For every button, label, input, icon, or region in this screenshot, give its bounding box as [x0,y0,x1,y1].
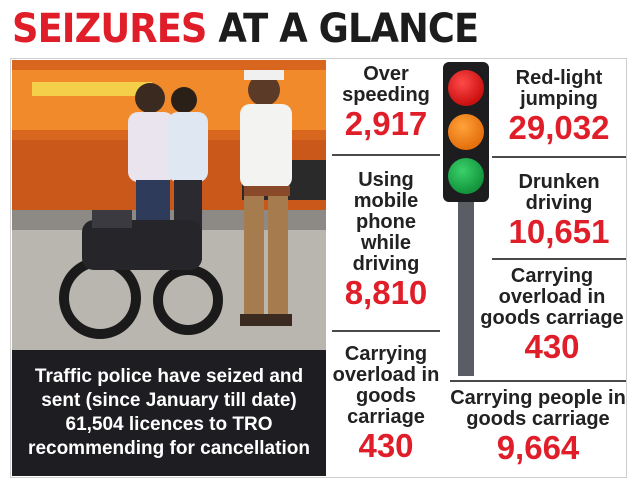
infographic-frame [10,58,627,478]
green-lamp-icon [448,158,484,194]
traffic-police-photo [12,60,326,350]
headline: SEIZURES AT A GLANCE [12,4,479,54]
stat-overload-right: Carrying overload in goods carriage 430 [474,266,630,365]
stat-label: Over speeding [342,63,430,106]
stat-value: 430 [358,427,414,464]
stat-value: 8,810 [344,274,428,311]
stat-value: 9,664 [496,429,580,466]
divider [492,258,626,260]
caption-text: Traffic police have seized and sent (sin… [28,366,310,459]
divider [332,330,440,332]
headline-part2: AT A GLANCE [218,6,479,52]
red-lamp-icon [448,70,484,106]
stat-value: 10,651 [508,213,610,250]
stat-value: 430 [524,328,580,365]
stat-overload-left: Carrying overload in goods carriage 430 [332,344,440,464]
stat-people-goods-carriage: Carrying people in goods carriage 9,664 [444,388,632,466]
stat-label: Drunken driving [518,171,600,214]
stat-label: Red-light jumping [515,67,603,110]
amber-lamp-icon [448,114,484,150]
stat-value: 29,032 [508,109,610,146]
stat-red-light-jumping: Red-light jumping 29,032 [492,68,626,146]
headline-part1: SEIZURES [12,6,207,52]
traffic-light-pole [458,180,474,376]
caption-box: Traffic police have seized and sent (sin… [12,350,326,476]
stat-mobile-phone: Using mobile phone while driving 8,810 [332,170,440,311]
divider [332,154,440,156]
stat-label: Carrying overload in goods carriage [480,265,624,329]
stat-label: Carrying people in goods carriage [450,387,626,430]
traffic-light-icon [443,62,489,202]
stat-drunken-driving: Drunken driving 10,651 [492,172,626,250]
stat-value: 2,917 [344,105,428,142]
divider [492,156,626,158]
stat-label: Using mobile phone while driving [352,169,420,275]
stat-overspeeding: Over speeding 2,917 [332,64,440,142]
divider [450,380,626,382]
stat-label: Carrying overload in goods carriage [332,343,440,428]
